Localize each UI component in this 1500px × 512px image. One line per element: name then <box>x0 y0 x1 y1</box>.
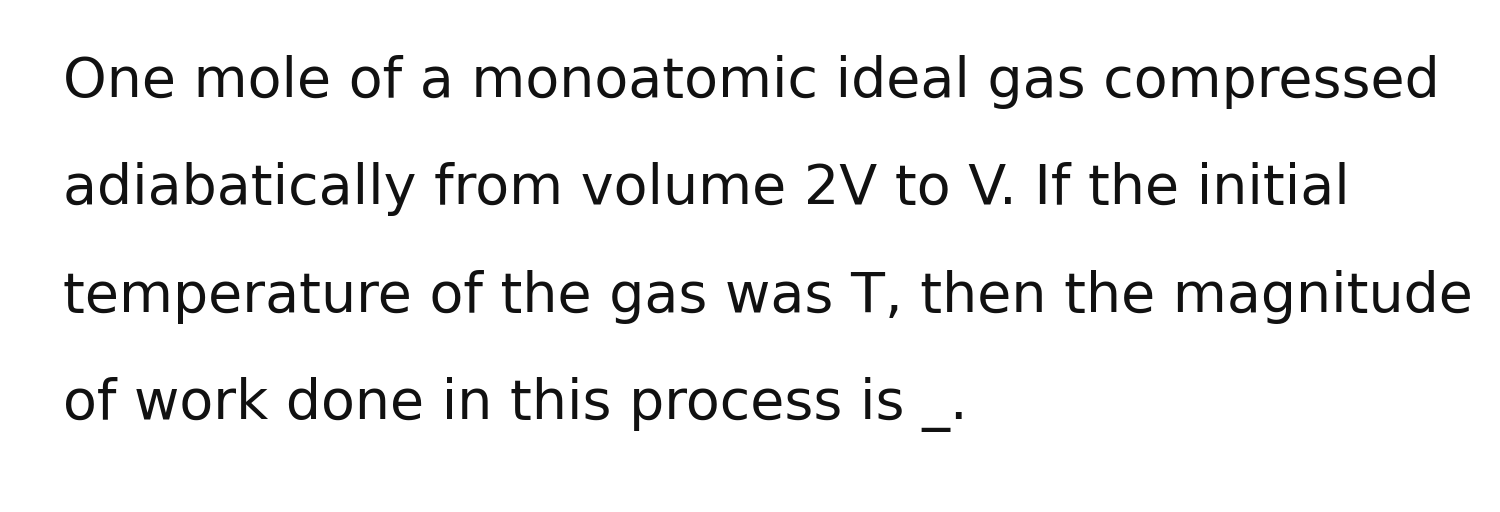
Text: of work done in this process is _.: of work done in this process is _. <box>63 377 968 432</box>
Text: temperature of the gas was T, then the magnitude: temperature of the gas was T, then the m… <box>63 270 1473 324</box>
Text: adiabatically from volume 2V to V. If the initial: adiabatically from volume 2V to V. If th… <box>63 162 1350 217</box>
Text: One mole of a monoatomic ideal gas compressed: One mole of a monoatomic ideal gas compr… <box>63 55 1440 109</box>
